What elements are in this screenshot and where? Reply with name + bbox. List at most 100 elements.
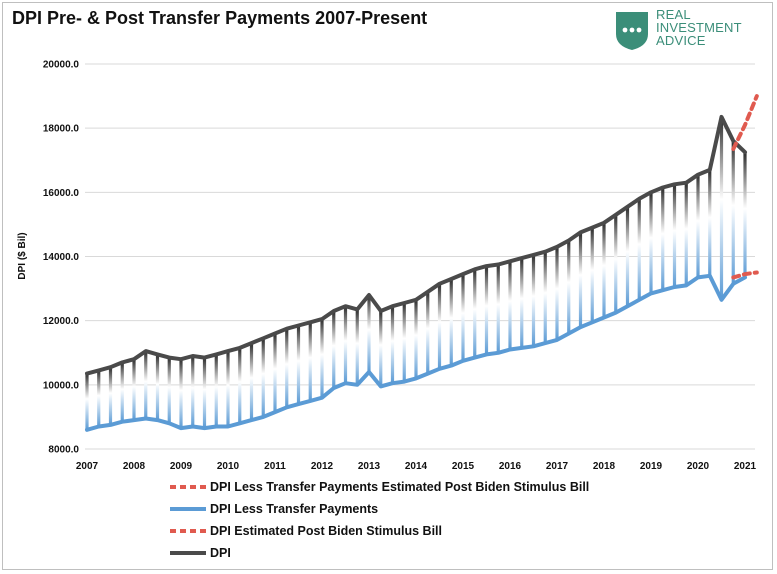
legend-label: DPI xyxy=(210,546,231,560)
range-bar xyxy=(555,246,559,340)
range-bar xyxy=(743,152,747,278)
range-bar xyxy=(520,258,524,348)
x-axis-ticks: 2007 2008 2009 2010 2011 2012 2013 2014 2015 2016… xyxy=(76,461,757,472)
range-bars xyxy=(85,116,747,430)
range-bar xyxy=(637,198,641,300)
range-bar xyxy=(531,254,536,347)
range-bar xyxy=(449,278,453,366)
range-bar xyxy=(672,184,677,287)
logo-text: REAL INVESTMENT ADVICE xyxy=(656,8,742,47)
legend-item: DPI xyxy=(168,542,589,564)
y-axis-label: DPI ($ Bil) xyxy=(17,232,28,279)
range-bar xyxy=(343,306,348,384)
range-bar xyxy=(85,373,89,430)
x-tick-label: 2021 xyxy=(734,461,757,472)
range-bar xyxy=(144,351,148,419)
x-tick-label: 2012 xyxy=(311,461,334,472)
range-bar xyxy=(684,182,688,286)
range-bar xyxy=(649,192,653,294)
x-tick-label: 2013 xyxy=(358,461,381,472)
legend-label: DPI Estimated Post Biden Stimulus Bill xyxy=(210,524,442,538)
y-tick-label: 8000.0 xyxy=(48,445,79,456)
range-bar xyxy=(202,357,207,429)
range-bar xyxy=(567,240,571,334)
range-bar xyxy=(167,357,171,424)
legend-swatch-dark xyxy=(170,551,206,555)
legend-item: DPI Less Transfer Payments Estimated Pos… xyxy=(168,476,589,498)
range-bar xyxy=(308,322,312,401)
range-bar xyxy=(590,227,594,323)
logo-line-1: REAL xyxy=(656,7,691,22)
range-bar xyxy=(285,328,289,408)
x-tick-label: 2010 xyxy=(217,461,240,472)
range-bar xyxy=(578,232,583,328)
range-bar xyxy=(332,311,336,389)
range-bar xyxy=(367,295,371,372)
series-line-dpi-less-transfer xyxy=(85,273,747,432)
range-bar xyxy=(731,141,735,284)
legend-swatch-blue xyxy=(170,507,206,511)
legend-item: DPI Estimated Post Biden Stimulus Bill xyxy=(168,520,589,542)
range-bar xyxy=(461,274,465,361)
range-bar xyxy=(414,299,418,379)
legend: DPI Less Transfer Payments Estimated Pos… xyxy=(168,476,589,564)
x-tick-label: 2015 xyxy=(452,461,475,472)
x-tick-label: 2008 xyxy=(123,461,146,472)
logo-line-3: ADVICE xyxy=(656,33,706,48)
series-line-dpi-estimated xyxy=(731,94,759,151)
y-tick-label: 16000.0 xyxy=(43,188,80,199)
range-bar xyxy=(496,264,500,353)
range-bar xyxy=(261,338,265,417)
range-bar xyxy=(508,261,512,350)
range-bar xyxy=(214,354,218,427)
range-bar xyxy=(543,251,547,344)
range-bar xyxy=(273,333,277,413)
y-tick-label: 18000.0 xyxy=(43,124,80,135)
range-bar xyxy=(191,355,195,427)
chart-title: DPI Pre- & Post Transfer Payments 2007-P… xyxy=(12,8,428,28)
x-tick-label: 2020 xyxy=(687,461,710,472)
range-bar xyxy=(426,291,430,374)
range-bar xyxy=(402,303,406,382)
x-tick-label: 2019 xyxy=(640,461,663,472)
y-tick-label: 12000.0 xyxy=(43,316,80,327)
x-tick-label: 2016 xyxy=(499,461,522,472)
gridlines xyxy=(85,63,755,450)
range-bar xyxy=(238,347,242,424)
x-tick-label: 2014 xyxy=(405,461,428,472)
range-bar xyxy=(249,343,254,421)
range-bar xyxy=(155,354,160,421)
range-bar xyxy=(226,351,230,427)
range-bar xyxy=(696,174,700,278)
range-bar xyxy=(719,116,724,300)
range-bar xyxy=(379,311,383,387)
range-bar xyxy=(625,206,630,307)
range-bar xyxy=(108,367,113,425)
series-line-dpi xyxy=(85,114,747,376)
range-bar xyxy=(708,169,712,276)
range-bar xyxy=(484,266,489,355)
y-tick-label: 14000.0 xyxy=(43,252,80,263)
range-bar xyxy=(602,222,606,318)
range-bar xyxy=(437,283,442,369)
range-bar xyxy=(473,269,477,358)
x-tick-label: 2011 xyxy=(264,461,286,472)
y-tick-label: 10000.0 xyxy=(43,380,80,391)
range-bar xyxy=(661,187,665,291)
shield-dots-icon xyxy=(616,12,648,50)
y-axis-ticks: 8000.0 10000.0 12000.0 14000.0 16000.0 18000.… xyxy=(43,60,80,456)
range-bar xyxy=(614,214,618,313)
legend-item: DPI Less Transfer Payments xyxy=(168,498,589,520)
legend-swatch-dashed-red xyxy=(170,485,206,489)
x-tick-label: 2009 xyxy=(170,461,193,472)
logo: REAL INVESTMENT ADVICE xyxy=(612,8,762,52)
legend-label: DPI Less Transfer Payments Estimated Pos… xyxy=(210,480,590,494)
range-bar xyxy=(320,319,324,398)
range-bar xyxy=(390,306,395,384)
range-bar xyxy=(296,325,301,405)
range-bar xyxy=(120,362,124,422)
x-tick-label: 2017 xyxy=(546,461,569,472)
range-bar xyxy=(132,359,136,421)
